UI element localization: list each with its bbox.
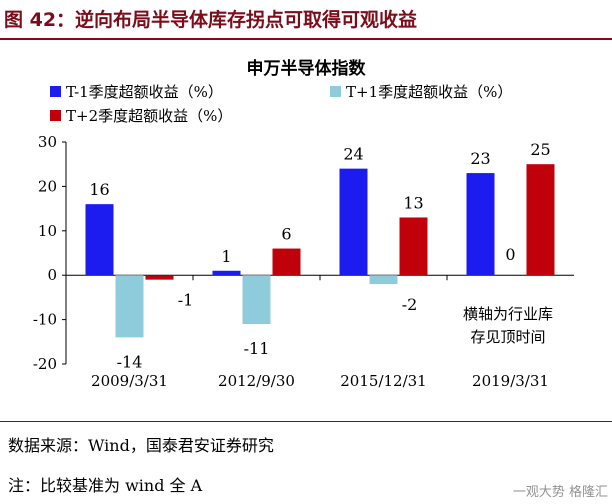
data-label-4-2: 0: [505, 245, 515, 264]
bar-1-1: [85, 204, 114, 276]
data-label-3-1: 24: [343, 145, 363, 164]
legend-label-3: T+2季度超额收益（%）: [66, 107, 232, 125]
data-label-2-2: -11: [244, 339, 270, 358]
data-label-1-1: 16: [89, 180, 109, 199]
bar-3-3: [399, 217, 428, 276]
x-tick-label-3: 2019/3/31: [472, 372, 549, 390]
bar-1-3: [145, 275, 174, 280]
y-tick-label-5: 30: [38, 133, 57, 151]
watermark: 一观大势 格隆汇: [512, 485, 608, 500]
y-tick-label-1: -10: [33, 311, 57, 329]
y-tick-label-3: 10: [38, 222, 57, 240]
legend-label-1: T-1季度超额收益（%）: [66, 83, 223, 101]
y-tick-label-2: 0: [47, 266, 57, 284]
data-label-4-3: 25: [530, 140, 550, 159]
x-tick-label-1: 2012/9/30: [218, 372, 295, 390]
data-label-1-3: -1: [178, 291, 194, 310]
bar-3-1: [339, 168, 368, 276]
note-text: 注：比较基准为 wind 全 A: [8, 476, 203, 495]
figure-title: 图 42：逆向布局半导体库存拐点可取得可观收益: [4, 9, 418, 31]
data-label-3-3: 13: [403, 193, 423, 212]
bar-chart: 申万半导体指数 T-1季度超额收益（%） T+1季度超额收益（%） T+2季度超额收益…: [33, 58, 574, 390]
annotation-line-2: 存见顶时间: [470, 328, 545, 346]
bar-1-2: [115, 275, 144, 338]
bar-2-1: [212, 270, 241, 276]
title-rule: [0, 38, 612, 40]
y-tick-label-4: 20: [38, 177, 57, 195]
legend-swatch-3: [50, 110, 61, 121]
x-tick-label-0: 2009/3/31: [91, 372, 168, 390]
footer-rule: [0, 421, 612, 422]
y-tick-label-0: -20: [33, 355, 57, 373]
annotation-line-1: 横轴为行业库: [463, 305, 553, 323]
data-label-3-2: -2: [402, 295, 418, 314]
bar-3-2: [369, 275, 398, 285]
source-text: 数据来源：Wind，国泰君安证券研究: [8, 436, 274, 455]
data-label-1-2: -14: [117, 352, 143, 371]
legend-swatch-2: [330, 86, 341, 97]
bar-2-3: [272, 248, 301, 276]
data-label-4-1: 23: [470, 149, 490, 168]
chart-title: 申万半导体指数: [247, 58, 367, 79]
x-tick-label-2: 2015/12/31: [340, 372, 426, 390]
legend-label-2: T+1季度超额收益（%）: [346, 83, 512, 101]
legend-swatch-1: [50, 86, 61, 97]
bar-2-2: [242, 275, 271, 325]
bar-4-1: [466, 173, 495, 276]
data-label-2-3: 6: [281, 225, 291, 244]
data-label-2-1: 1: [221, 247, 231, 266]
bar-4-3: [526, 164, 555, 276]
